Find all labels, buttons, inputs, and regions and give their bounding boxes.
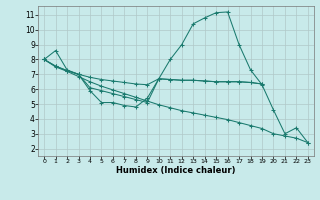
X-axis label: Humidex (Indice chaleur): Humidex (Indice chaleur) [116, 166, 236, 175]
